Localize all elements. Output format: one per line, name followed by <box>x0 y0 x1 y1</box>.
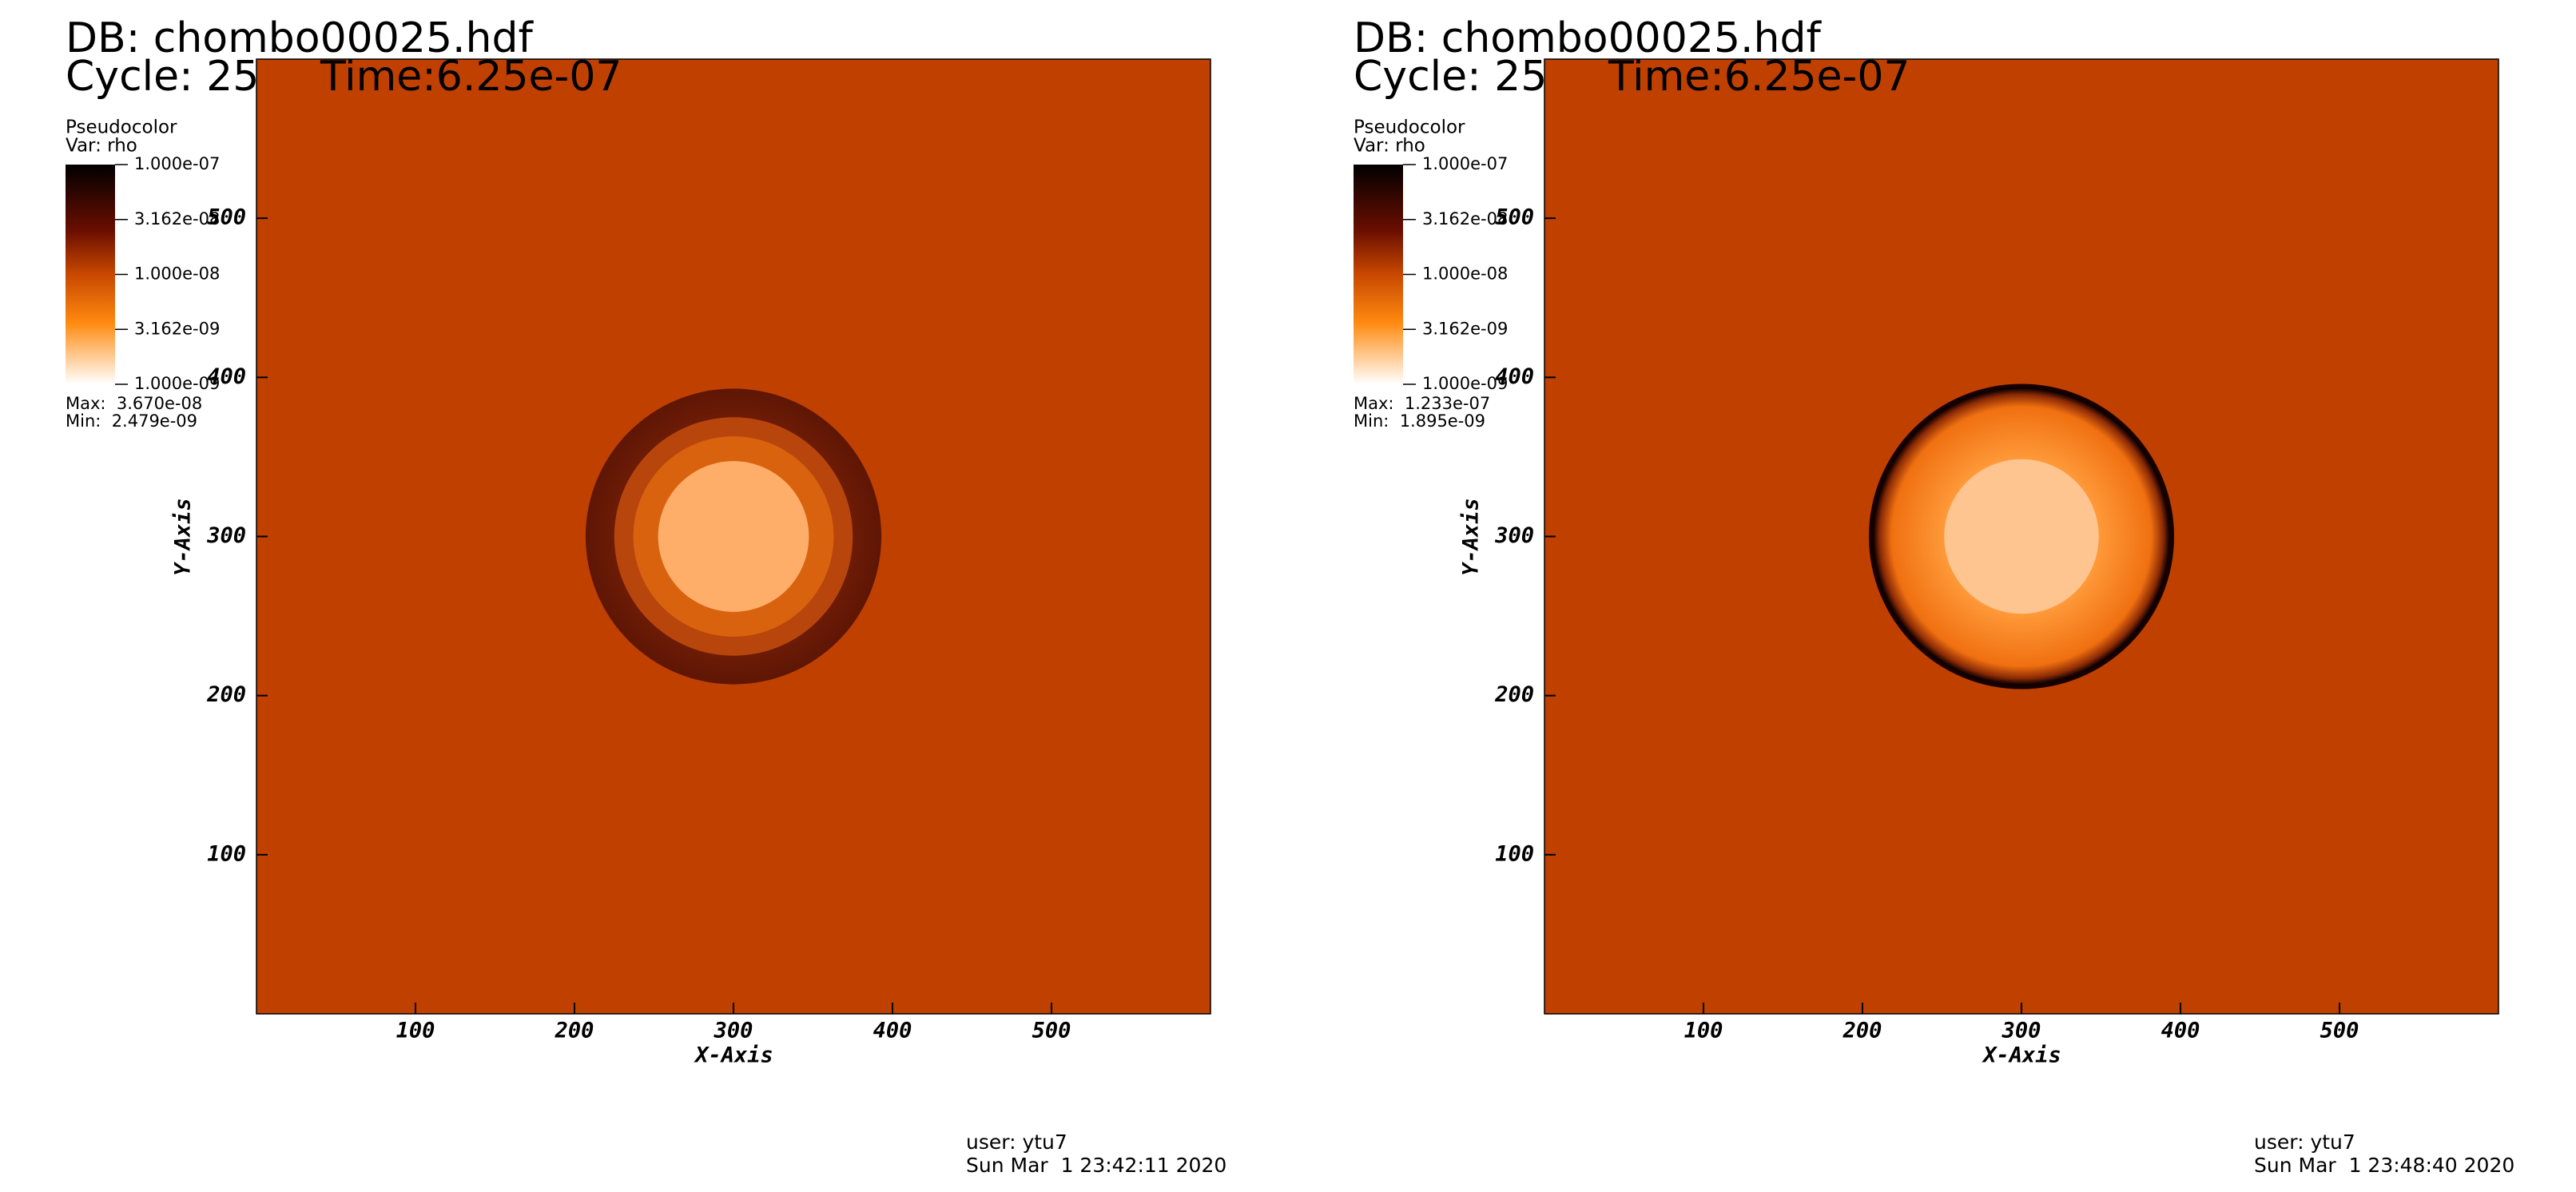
y-tick-label: 200 <box>206 682 246 707</box>
colorbar-tick-label: 3.162e-08 <box>1422 209 1508 228</box>
legend-title: Pseudocolor <box>1354 117 1465 138</box>
max-label: Max: 3.670e-08 <box>66 394 202 413</box>
time: Time:6.25e-07 <box>320 53 622 101</box>
colorbar-tick-label: 1.000e-08 <box>1422 264 1508 284</box>
colorbar-tick-label: 1.000e-09 <box>1422 374 1508 393</box>
x-tick-label: 100 <box>1684 1019 1723 1043</box>
y-tick-label: 100 <box>207 841 246 866</box>
y-tick-label: 200 <box>1494 682 1534 707</box>
cycle: Cycle: 25 <box>66 53 259 101</box>
date: Sun Mar 1 23:42:11 2020 <box>966 1154 1226 1177</box>
x-tick-label: 500 <box>2320 1019 2359 1043</box>
colorbar-tick-label: 1.000e-09 <box>134 374 220 393</box>
colorbar-tick-label: 1.000e-07 <box>134 154 220 173</box>
panel: 100 200 300 400 500 100 200 300 400 500 X-Axis Y-Ax… <box>1354 14 2514 1177</box>
x-tick-label: 500 <box>1032 1019 1071 1043</box>
y-tick-label: 300 <box>206 523 246 548</box>
y-tick-label: 300 <box>1494 523 1534 548</box>
x-tick-label: 100 <box>396 1019 435 1043</box>
x-tick-label: 300 <box>714 1019 753 1043</box>
y-axis-label: Y-Axis <box>1459 498 1484 576</box>
legend-var: Var: rho <box>66 136 137 157</box>
x-axis-label: X-Axis <box>694 1043 773 1068</box>
colorbar-tick-label: 1.000e-07 <box>1422 154 1508 173</box>
x-tick-label: 200 <box>555 1019 594 1043</box>
colorbar-tick-label: 3.162e-09 <box>1422 319 1508 338</box>
date: Sun Mar 1 23:48:40 2020 <box>2254 1154 2514 1177</box>
db-title: DB: chombo00025.hdf <box>66 14 535 62</box>
colorbar <box>66 165 115 384</box>
core <box>658 461 809 612</box>
colorbar <box>1354 165 1403 384</box>
db-title: DB: chombo00025.hdf <box>1354 14 1823 62</box>
legend-var: Var: rho <box>1354 136 1425 157</box>
x-tick-label: 200 <box>1843 1019 1882 1043</box>
y-tick-label: 400 <box>1495 364 1534 389</box>
x-tick-label: 300 <box>2002 1019 2041 1043</box>
user: user: ytu7 <box>966 1130 1067 1154</box>
y-tick-label: 500 <box>207 205 246 230</box>
colorbar-tick-label: 1.000e-08 <box>134 264 220 284</box>
min-label: Min: 2.479e-09 <box>66 411 197 431</box>
time: Time:6.25e-07 <box>1608 53 1910 101</box>
x-axis-label: X-Axis <box>1982 1043 2061 1068</box>
panel: 100 200 300 400 500 100 200 300 400 500 X-Axis Y-Ax… <box>66 14 1226 1177</box>
colorbar-tick-label: 3.162e-08 <box>134 209 220 228</box>
y-tick-label: 100 <box>1495 841 1534 866</box>
x-tick-label: 400 <box>2161 1019 2200 1043</box>
max-label: Max: 1.233e-07 <box>1354 394 1490 413</box>
y-tick-label: 400 <box>207 364 246 389</box>
x-tick-label: 400 <box>873 1019 912 1043</box>
colorbar-tick-label: 3.162e-09 <box>134 319 220 338</box>
core <box>1944 459 2099 614</box>
y-axis-label: Y-Axis <box>171 498 196 576</box>
y-tick-label: 500 <box>1495 205 1534 230</box>
cycle: Cycle: 25 <box>1354 53 1547 101</box>
user: user: ytu7 <box>2254 1130 2355 1154</box>
legend-title: Pseudocolor <box>66 117 177 138</box>
min-label: Min: 1.895e-09 <box>1354 411 1485 431</box>
